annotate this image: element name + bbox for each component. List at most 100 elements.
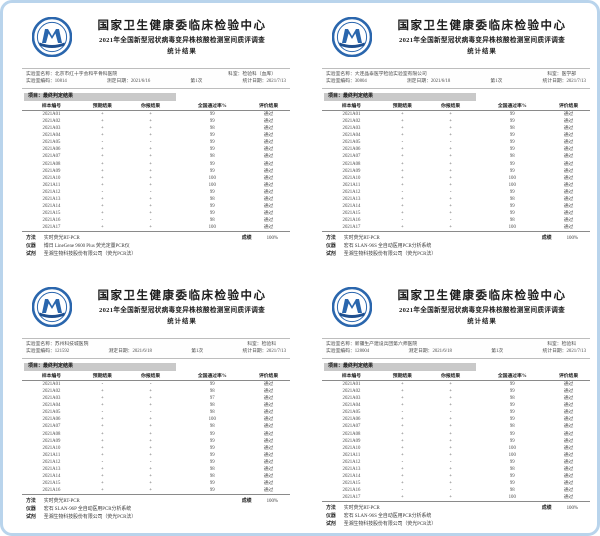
table-cell: + bbox=[401, 154, 404, 160]
table-cell: + bbox=[449, 424, 452, 430]
instrument-label: 仪器 bbox=[26, 243, 36, 249]
table-cell: + bbox=[401, 168, 404, 174]
lab-code: 实验室编码：121592 bbox=[26, 349, 70, 355]
table-cell: 99 bbox=[209, 438, 215, 444]
table-cell: + bbox=[149, 154, 152, 160]
lab-name: 实验室名称：大连晶泰医学检验实验室有限公司 bbox=[326, 72, 427, 77]
table-cell: 2021A02 bbox=[342, 388, 361, 394]
col-expected-result: 预期结果 bbox=[380, 102, 424, 111]
table-cell: + bbox=[449, 417, 452, 423]
table-cell: 99 bbox=[209, 133, 215, 139]
table-cell: + bbox=[401, 495, 404, 501]
table-cell: 2021A14 bbox=[342, 474, 361, 480]
table-row: 2021A04 + +99 通过 bbox=[22, 132, 290, 139]
table-cell: - bbox=[101, 218, 104, 224]
table-cell: + bbox=[101, 196, 104, 202]
table-cell: 98 bbox=[209, 388, 215, 394]
table-cell: + bbox=[101, 204, 104, 210]
table-cell: 99 bbox=[209, 168, 215, 174]
table-cell: - bbox=[449, 218, 452, 224]
table-row: 2021A15 + +99 通过 bbox=[322, 210, 590, 217]
survey-subtitle: 2021年全国新型冠状病毒变异株核酸检测室间质评调查 bbox=[98, 37, 266, 44]
stat-date: 统计日期：2021/7/13 bbox=[542, 349, 586, 355]
lab-name: 实验室名称：新疆生产建设兵团第六师医院 bbox=[326, 342, 418, 347]
table-cell: + bbox=[449, 175, 452, 181]
results-table: 样本编号 预期结果 你报结果 全国通过率% 评价结果 2021A01 - - 99 通过… bbox=[22, 372, 290, 495]
lab-department: 科室：检验科 bbox=[547, 342, 576, 347]
table-cell: + bbox=[101, 403, 104, 409]
table-row: 2021A04 + +99 通过 bbox=[322, 132, 590, 139]
col-sample-id: 样本编号 bbox=[22, 372, 81, 381]
table-row: 2021A02 + +99 通过 bbox=[22, 118, 290, 125]
table-cell: 通过 bbox=[563, 459, 574, 465]
table-cell: 2021A07 bbox=[42, 154, 61, 160]
table-cell: + bbox=[101, 481, 104, 487]
table-cell: 通过 bbox=[563, 474, 574, 480]
lab-code: 实验室编码：30804 bbox=[326, 79, 367, 85]
table-row: 2021A05 - - 99 通过 bbox=[322, 409, 590, 416]
lab-department: 科室：医学部 bbox=[547, 72, 576, 77]
table-row: 2021A09 + +99 通过 bbox=[22, 168, 290, 175]
table-cell: 99 bbox=[509, 403, 515, 409]
table-cell: 2021A08 bbox=[342, 431, 361, 437]
results-table-body: 2021A01 + +99 通过 2021A02 + +99 通过 2021A03 + +98 通过 2… bbox=[322, 380, 590, 502]
table-cell: 99 bbox=[509, 481, 515, 487]
method-value: 实时荧光RT-PCR bbox=[343, 235, 380, 241]
table-cell: 99 bbox=[509, 111, 515, 117]
col-sample-id: 样本编号 bbox=[322, 372, 381, 381]
table-cell: 通过 bbox=[563, 175, 574, 181]
nccl-logo-icon bbox=[331, 16, 373, 58]
table-cell: 2021A08 bbox=[42, 161, 61, 167]
table-cell: 98 bbox=[509, 488, 515, 494]
table-cell: 2021A10 bbox=[42, 175, 61, 181]
table-cell: 99 bbox=[509, 161, 515, 167]
table-cell: - bbox=[401, 459, 404, 465]
table-cell: 2021A01 bbox=[42, 111, 61, 117]
table-cell: + bbox=[149, 182, 152, 188]
instrument-value: 博日 LineGene 9600 Plus 荧光定量PCR仪 bbox=[43, 243, 130, 249]
table-cell: 98 bbox=[509, 466, 515, 472]
score-value: 100% bbox=[566, 505, 578, 511]
table-cell: 通过 bbox=[563, 488, 574, 494]
method-value: 实时荧光RT-PCR bbox=[43, 235, 80, 241]
table-cell: 通过 bbox=[263, 211, 274, 217]
table-cell: + bbox=[101, 431, 104, 437]
table-cell: + bbox=[149, 175, 152, 181]
table-cell: 99 bbox=[209, 381, 215, 387]
table-row: 2021A02 + +98 通过 bbox=[22, 388, 290, 395]
lab-info-row-2: 实验室编码：121592 测定日期：2021/6/18 第1次 统计日期：202… bbox=[26, 348, 286, 355]
center-title: 国家卫生健康委临床检验中心 bbox=[97, 290, 267, 302]
table-cell: 100 bbox=[508, 175, 516, 181]
table-cell: 通过 bbox=[563, 196, 574, 202]
table-cell: + bbox=[401, 388, 404, 394]
table-cell: 2021A02 bbox=[342, 118, 361, 124]
table-cell: 2021A12 bbox=[342, 189, 361, 195]
table-cell: + bbox=[149, 168, 152, 174]
table-cell: - bbox=[149, 140, 152, 146]
table-cell: + bbox=[101, 161, 104, 167]
table-cell: 99 bbox=[209, 459, 215, 465]
report-header: 国家卫生健康委临床检验中心 2021年全国新型冠状病毒变异株核酸检测室间质评调查… bbox=[22, 283, 290, 335]
table-cell: + bbox=[101, 424, 104, 430]
table-cell: + bbox=[149, 396, 152, 402]
table-row: 2021A16 - - 98 通过 bbox=[22, 217, 290, 224]
table-row: 2021A04 + +99 通过 bbox=[322, 402, 590, 409]
table-row: 2021A14 + +99 通过 bbox=[322, 203, 590, 210]
results-table: 样本编号 预期结果 你报结果 全国通过率% 评价结果 2021A01 + +99 通过… bbox=[322, 372, 590, 502]
table-cell: + bbox=[401, 126, 404, 132]
table-row: 2021A02 + +99 通过 bbox=[322, 388, 590, 395]
table-cell: + bbox=[149, 481, 152, 487]
table-cell: + bbox=[449, 196, 452, 202]
table-cell: 98 bbox=[509, 154, 515, 160]
table-cell: + bbox=[401, 466, 404, 472]
table-cell: + bbox=[401, 445, 404, 451]
table-cell: + bbox=[101, 168, 104, 174]
stats-result-label: 统计结果 bbox=[167, 47, 197, 55]
table-row: 2021A17 + +100 通过 bbox=[22, 224, 290, 232]
table-cell: 通过 bbox=[563, 225, 574, 231]
method-row: 方法 实时荧光RT-PCR 成绩 100% bbox=[322, 235, 590, 243]
table-cell: 通过 bbox=[563, 466, 574, 472]
method-row: 方法 实时荧光RT-PCR 成绩 100% bbox=[22, 235, 290, 243]
table-cell: 2021A03 bbox=[342, 126, 361, 132]
table-cell: + bbox=[149, 133, 152, 139]
